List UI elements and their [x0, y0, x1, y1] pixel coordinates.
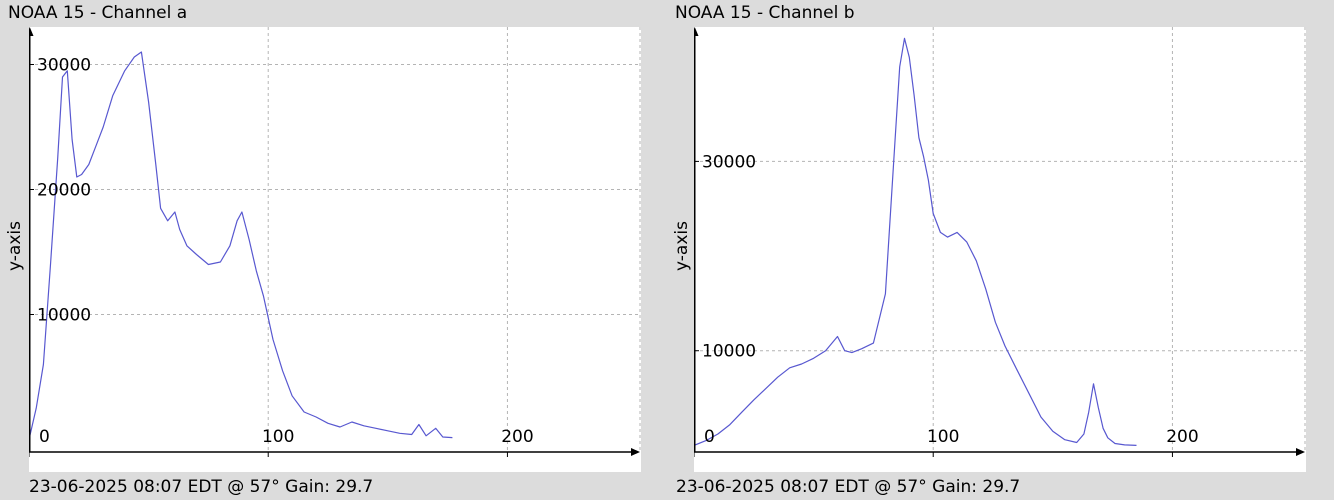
y-tick-label-a-1: 20000 — [37, 181, 91, 201]
x-axis-arrow-b — [1296, 448, 1305, 456]
chart-b: 0 100 200 10000 30000 — [691, 27, 1306, 457]
x-tick-label-b-1: 100 — [927, 427, 959, 447]
y-axis-arrow-b — [691, 27, 699, 36]
chart-title-b: NOAA 15 - Channel b — [675, 3, 855, 23]
x-tick-label-a-0: 0 — [39, 427, 50, 447]
chart-title-a: NOAA 15 - Channel a — [8, 3, 188, 23]
x-tick-label-b-2: 200 — [1166, 427, 1198, 447]
x-tick-label-b-0: 0 — [704, 427, 715, 447]
chart-footer-b: 23-06-2025 08:07 EDT @ 57° Gain: 29.7 — [676, 477, 1021, 497]
y-tick-label-a-2: 30000 — [37, 56, 91, 76]
chart-a: 0 100 200 10000 20000 30000 — [26, 27, 641, 457]
plot-area-b: 0 100 200 10000 30000 — [691, 27, 1306, 472]
y-axis-label-a: y-axis — [5, 221, 25, 271]
x-tick-label-a-1: 100 — [262, 427, 294, 447]
y-tick-label-b-1: 30000 — [702, 152, 756, 172]
chart-footer-a: 23-06-2025 08:07 EDT @ 57° Gain: 29.7 — [29, 477, 374, 497]
plot-area-a: 0 100 200 10000 20000 30000 — [26, 27, 641, 472]
y-tick-label-a-0: 10000 — [37, 306, 91, 326]
x-tick-label-a-2: 200 — [501, 427, 533, 447]
series-line-b-0 — [693, 37, 1137, 446]
y-axis-label-b: y-axis — [672, 221, 692, 271]
y-tick-label-b-0: 10000 — [702, 342, 756, 362]
x-axis-arrow-a — [631, 448, 640, 456]
series-line-a-0 — [28, 51, 453, 440]
y-axis-arrow-a — [26, 27, 34, 36]
